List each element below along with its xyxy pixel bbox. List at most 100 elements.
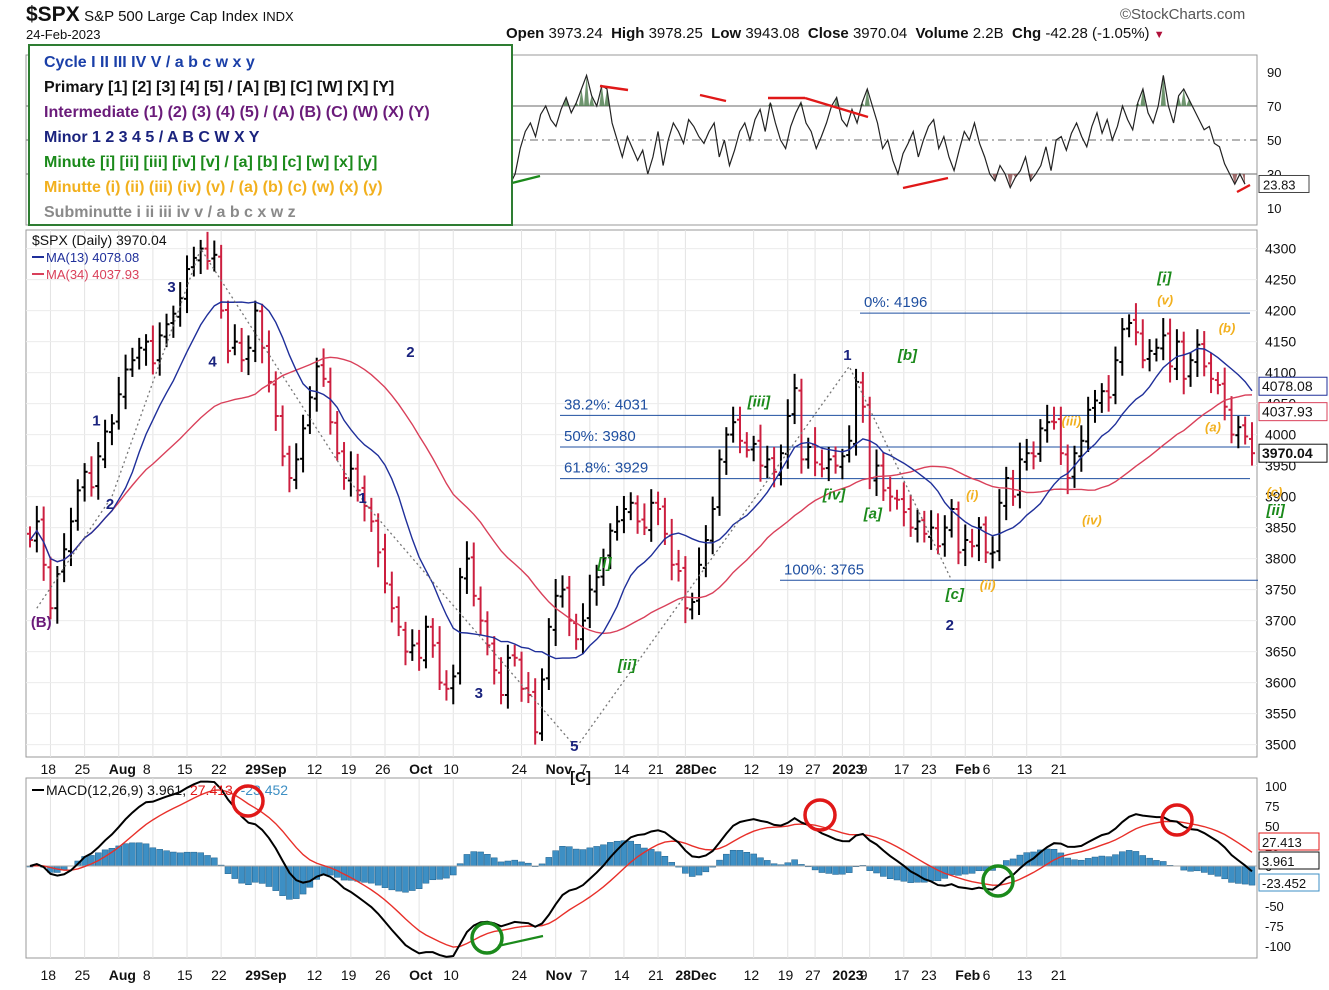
price-x-label: 25 — [75, 761, 91, 777]
low-value: 3943.08 — [745, 25, 800, 42]
price-bar — [395, 596, 402, 637]
price-bar — [1214, 371, 1221, 395]
price-bar — [1249, 422, 1255, 466]
price-bar — [334, 411, 341, 461]
rsi-zone-fill — [563, 97, 569, 106]
price-bar — [190, 246, 197, 277]
price-x-label: 8 — [143, 761, 151, 777]
macd-hist-bar — [668, 862, 675, 867]
macd-hist-bar — [743, 852, 751, 867]
rsi-zone-fill — [1160, 75, 1166, 106]
rsi-zone-fill — [604, 89, 610, 106]
macd-hist-bar — [716, 859, 723, 867]
price-bar — [730, 406, 737, 443]
price-bar — [757, 424, 764, 482]
macd-hist-bar — [443, 865, 450, 879]
price-bar — [1201, 331, 1208, 377]
price-last-box — [1258, 402, 1328, 422]
macd-hist-bar — [1235, 865, 1242, 884]
macd-hist-bar — [463, 854, 471, 867]
high-label: High — [611, 25, 645, 42]
price-x-label: 27 — [805, 761, 821, 777]
open-value: 3973.24 — [548, 25, 603, 42]
macd-hist-bar — [368, 865, 375, 884]
wave-label: (c) — [1266, 485, 1282, 500]
macd-title-part: 27.413, — [190, 782, 241, 798]
price-bar — [265, 330, 272, 393]
price-bar — [1078, 425, 1085, 472]
macd-hist-bar — [682, 865, 689, 874]
price-tick-label: 3600 — [1265, 675, 1296, 691]
rsi-zone-fill — [589, 95, 595, 106]
price-bar — [736, 406, 743, 454]
price-x-label: 12 — [744, 761, 760, 777]
price-bar — [74, 479, 81, 531]
price-bar — [1139, 319, 1146, 369]
price-bar — [825, 447, 832, 482]
macd-x-label: 26 — [375, 967, 391, 983]
price-bar — [641, 503, 648, 536]
price-bar — [320, 348, 327, 387]
price-x-label: 19 — [341, 761, 357, 777]
macd-hist-bar — [381, 865, 389, 888]
macd-tick-label: 50 — [1265, 819, 1279, 834]
price-bar — [67, 507, 74, 567]
macd-hist-bar — [388, 865, 396, 891]
price-bar — [1030, 441, 1037, 470]
price-bar — [1187, 352, 1194, 387]
divergence-line — [599, 84, 629, 92]
wave-label: (ii) — [980, 578, 996, 593]
macd-hist-bar — [750, 853, 757, 867]
price-bar — [593, 564, 600, 606]
macd-hist-bar — [825, 865, 832, 874]
price-x-label: 28Dec — [675, 761, 716, 777]
macd-title-part: MACD(12,26,9) — [46, 782, 147, 798]
price-bar — [1235, 416, 1242, 449]
price-x-label: 21 — [1051, 761, 1067, 777]
macd-hist-bar — [1214, 865, 1222, 877]
price-bar — [1153, 338, 1160, 362]
macd-hist-bar — [422, 865, 430, 884]
price-bar — [327, 367, 334, 435]
wave-legend: Cycle I II III IV V / a b c w x y Primar… — [28, 44, 513, 226]
price-bar — [361, 475, 368, 522]
price-bar — [143, 334, 150, 366]
price-bar — [457, 567, 464, 685]
wave-label: (iv) — [1082, 513, 1102, 528]
rsi-zone-fill — [1007, 174, 1013, 188]
divergence-line — [1236, 183, 1251, 194]
rsi-zone-fill — [1186, 99, 1192, 106]
price-bar — [921, 510, 928, 543]
price-x-label: 17 — [894, 761, 910, 777]
macd-hist-bar — [1241, 865, 1249, 885]
fib-label: 61.8%: 3929 — [564, 460, 648, 477]
macd-hist-bar — [593, 846, 600, 867]
price-x-label: Oct — [409, 761, 433, 777]
price-bar — [416, 629, 423, 671]
rsi-zone-fill — [578, 89, 585, 106]
macd-hist-bar — [1078, 859, 1085, 867]
macd-hist-bar — [484, 854, 491, 867]
price-bar — [204, 231, 211, 270]
price-bar — [962, 524, 969, 567]
price-bar — [293, 443, 300, 490]
panel-macd-frame — [25, 777, 1258, 959]
price-x-label: Aug — [109, 761, 136, 777]
chg-value: -42.28 (-1.05%) — [1045, 25, 1150, 42]
price-bar — [873, 449, 880, 496]
symbol: $SPX — [26, 3, 80, 26]
price-bar — [1016, 442, 1023, 509]
macd-hist-bar — [374, 865, 382, 886]
price-tick-label: 3850 — [1265, 520, 1296, 536]
price-bar — [743, 432, 750, 458]
price-bar — [184, 255, 191, 314]
wave-label: [c] — [945, 586, 965, 603]
price-bar — [511, 644, 518, 667]
wave-label: 4 — [208, 353, 217, 370]
macd-hist-bar — [695, 865, 703, 876]
price-tick-label: 3800 — [1265, 551, 1296, 567]
price-bar — [443, 670, 450, 701]
macd-hist-bar — [962, 865, 969, 875]
panel-price-frame — [25, 229, 1258, 758]
crossover-circle — [1160, 803, 1194, 837]
